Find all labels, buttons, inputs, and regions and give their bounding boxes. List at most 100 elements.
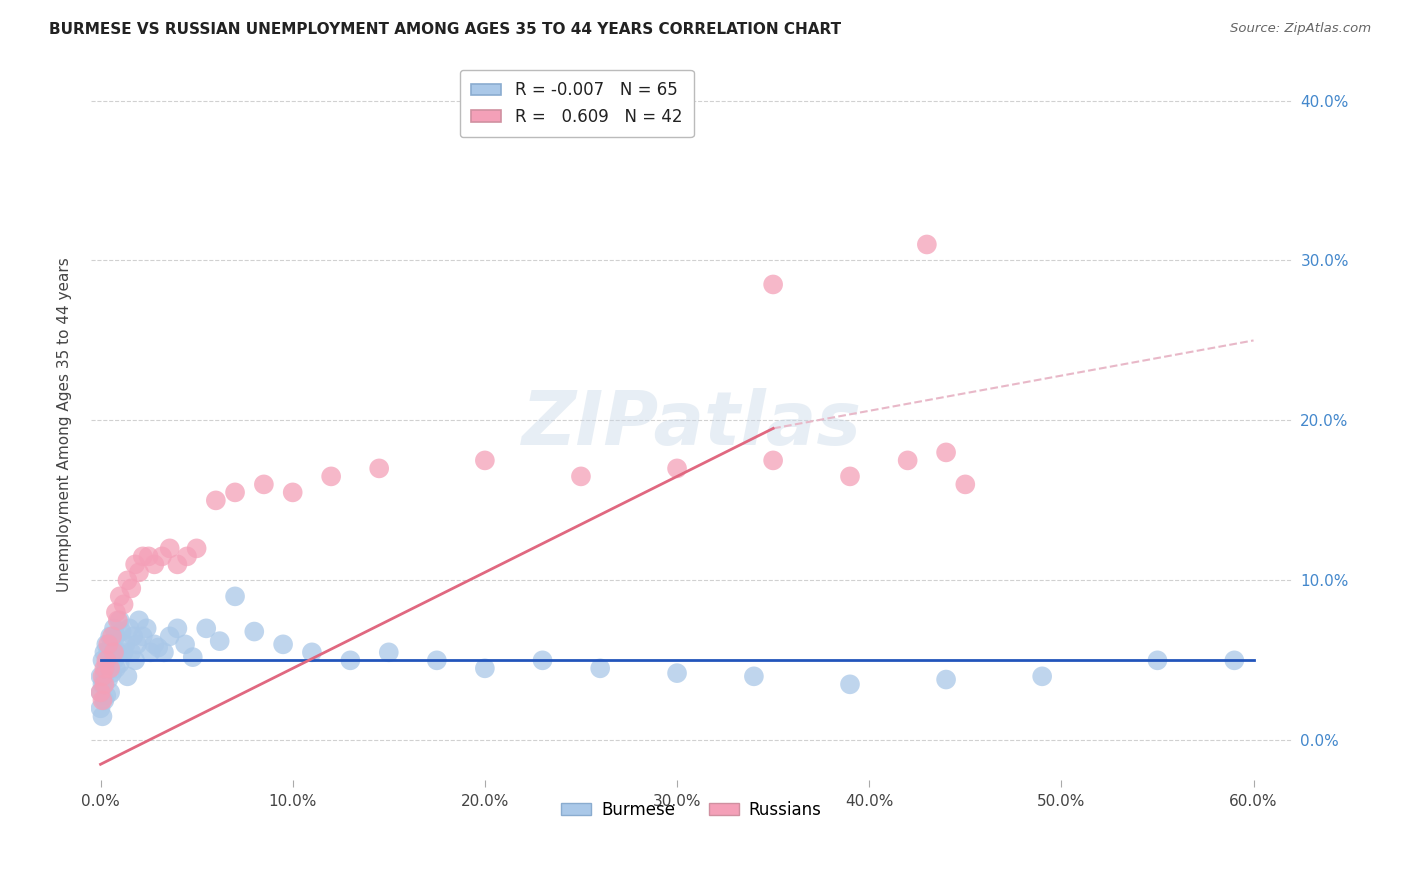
Point [93,693,115,707]
Point [114,637,136,651]
Point [762,453,785,467]
Point [93,645,115,659]
Point [125,637,148,651]
Point [111,624,134,639]
Point [148,640,170,655]
Point [108,590,131,604]
Point [915,237,938,252]
Point [150,549,173,564]
Point [935,673,957,687]
Point [108,657,131,671]
Point [98,661,121,675]
Point [589,661,612,675]
Point [107,613,129,627]
Point [90,669,112,683]
Point [98,653,121,667]
Point [368,461,391,475]
Point [91,693,114,707]
Point [96,653,118,667]
Point [93,661,115,675]
Point [101,666,124,681]
Point [132,629,155,643]
Point [159,629,181,643]
Point [281,485,304,500]
Point [143,558,166,572]
Point [378,645,401,659]
Point [90,685,112,699]
Point [117,574,139,588]
Point [742,669,765,683]
Point [120,582,142,596]
Point [101,637,124,651]
Point [112,598,135,612]
Point [839,469,862,483]
Point [474,453,496,467]
Point [138,549,160,564]
Point [159,541,181,556]
Legend: Burmese, Russians: Burmese, Russians [555,794,828,825]
Point [98,685,121,699]
Point [243,624,266,639]
Point [135,621,157,635]
Point [98,629,121,643]
Point [104,629,127,643]
Point [666,461,689,475]
Point [224,485,246,500]
Point [301,645,323,659]
Point [132,549,155,564]
Point [569,469,592,483]
Point [762,277,785,292]
Point [103,645,125,659]
Point [128,566,150,580]
Point [143,637,166,651]
Point [103,621,125,635]
Point [955,477,977,491]
Point [666,666,689,681]
Point [118,621,141,635]
Point [96,689,118,703]
Point [91,653,114,667]
Point [208,634,231,648]
Point [166,558,188,572]
Point [124,558,146,572]
Point [124,653,146,667]
Point [101,629,124,643]
Point [181,650,204,665]
Point [139,645,162,659]
Point [474,661,496,675]
Point [104,661,127,675]
Point [153,645,176,659]
Point [128,613,150,627]
Point [935,445,957,459]
Point [108,613,131,627]
Point [1031,669,1053,683]
Point [91,677,114,691]
Point [93,677,115,691]
Point [120,645,142,659]
Text: BURMESE VS RUSSIAN UNEMPLOYMENT AMONG AGES 35 TO 44 YEARS CORRELATION CHART: BURMESE VS RUSSIAN UNEMPLOYMENT AMONG AG… [49,22,841,37]
Point [122,629,145,643]
Point [166,621,188,635]
Point [321,469,343,483]
Point [117,669,139,683]
Point [96,661,118,675]
Point [531,653,554,667]
Point [97,645,120,659]
Point [97,673,120,687]
Point [195,621,218,635]
Point [839,677,862,691]
Point [112,645,135,659]
Point [90,685,112,699]
Point [253,477,276,491]
Point [93,669,115,683]
Point [224,590,246,604]
Point [1223,653,1246,667]
Y-axis label: Unemployment Among Ages 35 to 44 years: Unemployment Among Ages 35 to 44 years [58,257,72,591]
Point [107,645,129,659]
Text: Source: ZipAtlas.com: Source: ZipAtlas.com [1230,22,1371,36]
Point [103,653,125,667]
Point [90,701,112,715]
Point [186,541,208,556]
Point [426,653,449,667]
Point [339,653,361,667]
